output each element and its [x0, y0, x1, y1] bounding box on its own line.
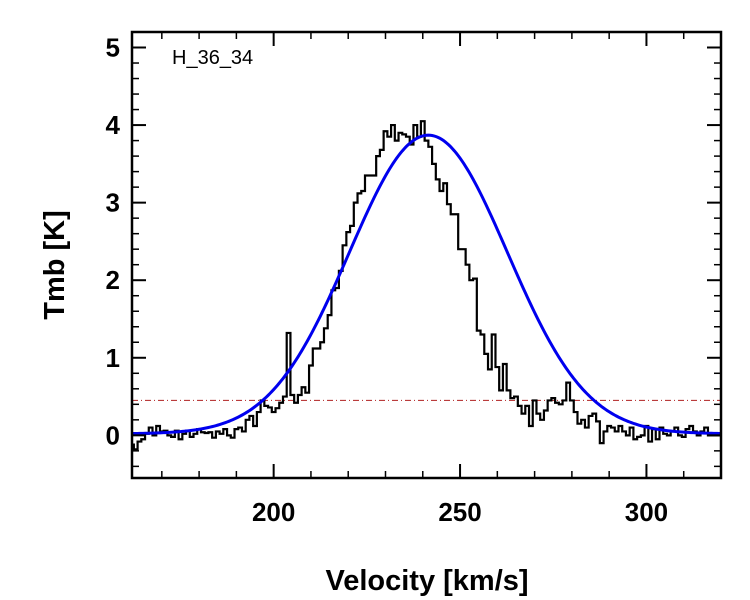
spectrum-histogram: [132, 120, 721, 451]
x-tick-label: 300: [625, 497, 668, 527]
gaussian-fit-curve: [132, 133, 721, 436]
spectrum-label: H_36_34: [172, 47, 253, 69]
x-axis-title: Velocity [km/s]: [325, 565, 528, 597]
y-tick-label: 2: [106, 265, 120, 295]
plot-frame: [130, 30, 723, 480]
y-tick-label: 0: [106, 420, 120, 450]
y-tick-label: 5: [106, 33, 120, 63]
x-tick-label: 250: [438, 497, 481, 527]
y-tick-label: 1: [106, 343, 120, 373]
series-group: [132, 120, 721, 451]
y-tick-label: 3: [106, 188, 120, 218]
x-tick-label: 200: [252, 497, 295, 527]
y-tick-label: 4: [106, 110, 121, 140]
y-axis-title: Tmb [K]: [39, 210, 71, 320]
